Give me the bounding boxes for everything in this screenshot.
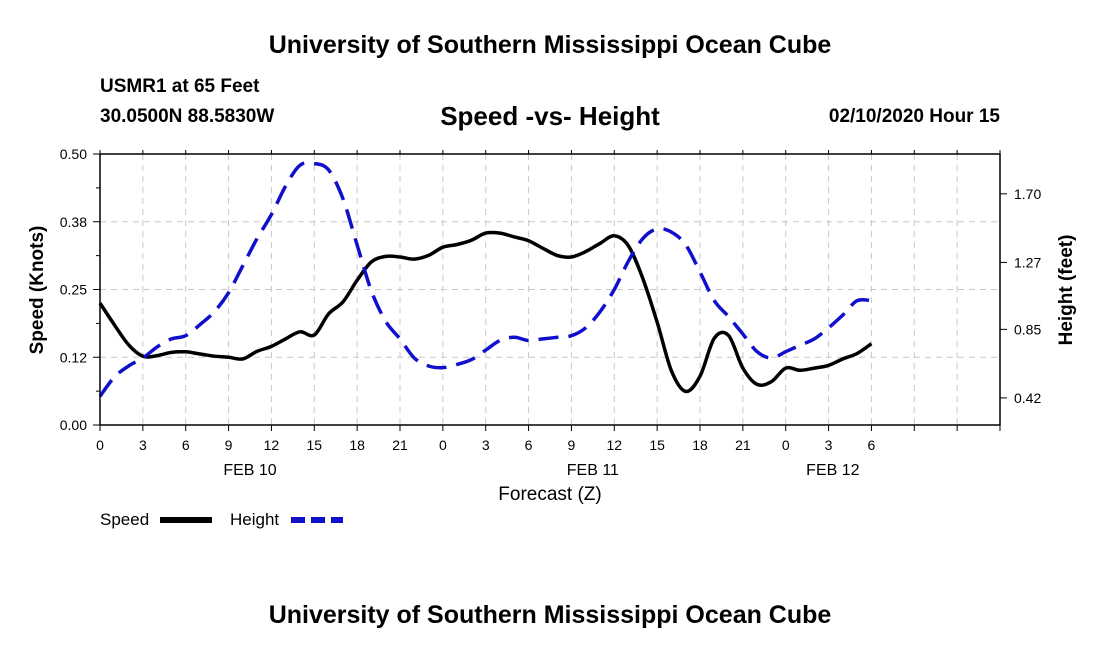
series-layer (98, 160, 873, 398)
x-tick-label: 15 (306, 437, 322, 453)
x-tick-label: 12 (264, 437, 280, 453)
x-tick-label: 0 (96, 437, 104, 453)
y-tick-label: 0.00 (60, 417, 87, 433)
y-tick-label: 0.25 (60, 282, 87, 298)
station-label: USMR1 at 65 Feet (100, 76, 260, 97)
x-tick-label: 3 (482, 437, 490, 453)
x-tick-label: 18 (692, 437, 708, 453)
chart-subtitle: Speed -vs- Height (440, 101, 660, 131)
footer-title: University of Southern Mississippi Ocean… (268, 601, 832, 629)
x-axis-label: Forecast (Z) (498, 484, 601, 505)
x-tick-label: 6 (182, 437, 190, 453)
x-tick-label: 0 (439, 437, 447, 453)
x-tick-label: 21 (392, 437, 408, 453)
date-label: FEB 12 (806, 462, 859, 479)
series-line-speed (98, 230, 873, 394)
grid (100, 154, 1000, 425)
x-tick-label: 6 (525, 437, 533, 453)
y2-tick-label: 1.70 (1014, 186, 1041, 202)
date-label: FEB 10 (223, 462, 276, 479)
x-tick-label: 21 (735, 437, 751, 453)
legend-label-height: Height (230, 510, 279, 529)
legend-label-speed: Speed (100, 510, 149, 529)
series-line-height (98, 160, 872, 398)
y2-tick-label: 0.42 (1014, 390, 1041, 406)
station-coordinates: 30.0500N 88.5830W (100, 106, 275, 127)
x-tick-label: 0 (782, 437, 790, 453)
x-tick-label: 15 (649, 437, 665, 453)
y2-tick-label: 1.27 (1014, 254, 1041, 270)
y-tick-label: 0.38 (60, 214, 87, 230)
legend: Speed Height (100, 510, 343, 529)
chart-title: University of Southern Mississippi Ocean… (268, 31, 832, 59)
y2-tick-label: 0.85 (1014, 321, 1041, 337)
x-tick-label: 3 (825, 437, 833, 453)
axes: 0.00 0.12 0.25 0.38 0.50 0.42 0.85 1.27 1.70 0 3 6 9… (60, 146, 1042, 479)
x-tick-label: 3 (139, 437, 147, 453)
forecast-datetime: 02/10/2020 Hour 15 (828, 106, 1000, 127)
x-tick-label: 6 (868, 437, 876, 453)
y2-axis-label: Height (feet) (1056, 235, 1077, 346)
x-tick-label: 9 (568, 437, 576, 453)
x-tick-label: 18 (349, 437, 365, 453)
y-tick-label: 0.12 (60, 349, 87, 365)
y-axis-label: Speed (Knots) (27, 226, 48, 355)
x-tick-label: 12 (606, 437, 622, 453)
y-tick-label: 0.50 (60, 146, 87, 162)
date-label: FEB 11 (567, 462, 619, 479)
x-tick-label: 9 (225, 437, 233, 453)
